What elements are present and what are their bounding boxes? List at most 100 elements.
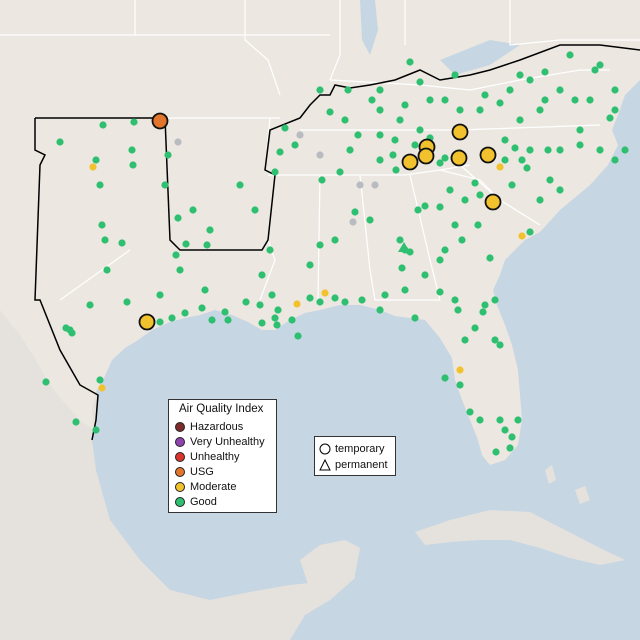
monitor-site-good[interactable] xyxy=(544,146,552,154)
monitor-site-good[interactable] xyxy=(506,86,514,94)
monitor-site-good[interactable] xyxy=(606,114,614,122)
monitor-site-good[interactable] xyxy=(118,239,126,247)
monitor-site-good[interactable] xyxy=(566,51,574,59)
monitor-site-good[interactable] xyxy=(441,374,449,382)
monitor-site-good[interactable] xyxy=(491,296,499,304)
monitor-site-good[interactable] xyxy=(479,308,487,316)
monitor-site-good[interactable] xyxy=(508,181,516,189)
monitor-site-good[interactable] xyxy=(354,131,362,139)
monitor-site-good[interactable] xyxy=(306,261,314,269)
monitor-site-good[interactable] xyxy=(426,96,434,104)
monitor-site-moderate[interactable] xyxy=(293,300,301,308)
monitor-site-good[interactable] xyxy=(161,181,169,189)
monitor-site-good[interactable] xyxy=(456,106,464,114)
monitor-site-good[interactable] xyxy=(541,96,549,104)
monitor-site-good[interactable] xyxy=(508,433,516,441)
monitor-site-good[interactable] xyxy=(203,241,211,249)
monitor-site-good[interactable] xyxy=(596,61,604,69)
monitor-site-usg[interactable] xyxy=(151,112,169,130)
monitor-site-good[interactable] xyxy=(536,106,544,114)
monitor-site-good[interactable] xyxy=(396,116,404,124)
monitor-site-good[interactable] xyxy=(182,240,190,248)
monitor-site-good[interactable] xyxy=(501,156,509,164)
monitor-site-good[interactable] xyxy=(189,206,197,214)
monitor-site-good[interactable] xyxy=(486,254,494,262)
monitor-site-good[interactable] xyxy=(344,86,352,94)
monitor-site-good[interactable] xyxy=(294,332,302,340)
monitor-site-good[interactable] xyxy=(416,126,424,134)
monitor-site-good[interactable] xyxy=(181,309,189,317)
monitor-site-good[interactable] xyxy=(72,418,80,426)
monitor-site-moderate[interactable] xyxy=(417,147,435,165)
monitor-site-good[interactable] xyxy=(392,166,400,174)
monitor-site-good[interactable] xyxy=(511,144,519,152)
monitor-site-good[interactable] xyxy=(123,298,131,306)
monitor-site-nodata[interactable] xyxy=(296,131,304,139)
monitor-site-good[interactable] xyxy=(446,186,454,194)
monitor-site-good[interactable] xyxy=(441,246,449,254)
monitor-site-good[interactable] xyxy=(366,216,374,224)
monitor-site-good[interactable] xyxy=(471,324,479,332)
monitor-site-good[interactable] xyxy=(536,196,544,204)
monitor-site-good[interactable] xyxy=(130,118,138,126)
monitor-site-good[interactable] xyxy=(331,236,339,244)
monitor-site-good[interactable] xyxy=(523,164,531,172)
monitor-site-permanent-good[interactable] xyxy=(398,242,410,252)
monitor-site-good[interactable] xyxy=(86,301,94,309)
monitor-site-good[interactable] xyxy=(476,106,484,114)
monitor-site-good[interactable] xyxy=(42,378,50,386)
monitor-site-good[interactable] xyxy=(96,181,104,189)
monitor-site-good[interactable] xyxy=(476,416,484,424)
monitor-site-good[interactable] xyxy=(396,236,404,244)
monitor-site-good[interactable] xyxy=(526,146,534,154)
monitor-site-good[interactable] xyxy=(591,66,599,74)
monitor-site-good[interactable] xyxy=(271,314,279,322)
monitor-site-moderate[interactable] xyxy=(518,232,526,240)
monitor-site-good[interactable] xyxy=(496,99,504,107)
monitor-site-nodata[interactable] xyxy=(174,138,182,146)
monitor-site-good[interactable] xyxy=(458,236,466,244)
monitor-site-good[interactable] xyxy=(556,186,564,194)
monitor-site-good[interactable] xyxy=(516,116,524,124)
monitor-site-good[interactable] xyxy=(611,86,619,94)
monitor-site-good[interactable] xyxy=(436,159,444,167)
monitor-site-good[interactable] xyxy=(506,444,514,452)
monitor-site-good[interactable] xyxy=(514,416,522,424)
monitor-site-good[interactable] xyxy=(454,306,462,314)
monitor-site-good[interactable] xyxy=(129,161,137,169)
monitor-site-good[interactable] xyxy=(491,336,499,344)
monitor-site-good[interactable] xyxy=(441,96,449,104)
monitor-site-good[interactable] xyxy=(451,296,459,304)
monitor-site-good[interactable] xyxy=(341,298,349,306)
monitor-site-good[interactable] xyxy=(68,329,76,337)
monitor-site-moderate[interactable] xyxy=(479,146,497,164)
monitor-site-moderate[interactable] xyxy=(321,289,329,297)
monitor-site-good[interactable] xyxy=(496,416,504,424)
monitor-site-good[interactable] xyxy=(236,181,244,189)
monitor-site-nodata[interactable] xyxy=(356,181,364,189)
monitor-site-good[interactable] xyxy=(481,91,489,99)
monitor-site-nodata[interactable] xyxy=(316,151,324,159)
monitor-site-good[interactable] xyxy=(381,291,389,299)
monitor-site-good[interactable] xyxy=(273,321,281,329)
monitor-site-good[interactable] xyxy=(611,106,619,114)
monitor-site-good[interactable] xyxy=(398,264,406,272)
monitor-site-good[interactable] xyxy=(172,251,180,259)
monitor-site-nodata[interactable] xyxy=(371,181,379,189)
monitor-site-good[interactable] xyxy=(326,108,334,116)
monitor-site-good[interactable] xyxy=(516,71,524,79)
monitor-site-moderate[interactable] xyxy=(450,149,468,167)
monitor-site-good[interactable] xyxy=(376,306,384,314)
monitor-site-good[interactable] xyxy=(331,294,339,302)
monitor-site-good[interactable] xyxy=(421,202,429,210)
monitor-site-good[interactable] xyxy=(451,221,459,229)
monitor-site-moderate[interactable] xyxy=(401,153,419,171)
monitor-site-moderate[interactable] xyxy=(451,123,469,141)
monitor-site-good[interactable] xyxy=(103,266,111,274)
monitor-site-good[interactable] xyxy=(474,221,482,229)
monitor-site-good[interactable] xyxy=(556,146,564,154)
monitor-site-good[interactable] xyxy=(92,156,100,164)
monitor-site-good[interactable] xyxy=(101,236,109,244)
monitor-site-good[interactable] xyxy=(274,306,282,314)
monitor-site-good[interactable] xyxy=(518,156,526,164)
